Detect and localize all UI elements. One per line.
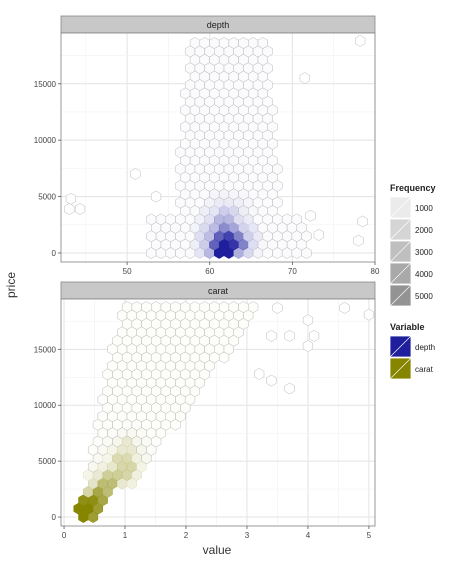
legend-swatch-diagonal	[389, 262, 412, 285]
x-tick-label: 1	[123, 531, 128, 540]
hex-cell-outlier	[74, 203, 86, 215]
y-tick-label: 15000	[34, 345, 57, 354]
hex-cell-outlier	[357, 215, 368, 228]
hex-cell-outlier	[302, 340, 314, 352]
legend-frequency-title: Frequency	[390, 183, 436, 193]
legend-frequency-label: 3000	[415, 248, 433, 257]
x-tick-label: 5	[367, 531, 372, 540]
legend-swatch-diagonal	[389, 335, 412, 358]
legend-swatch-diagonal	[389, 218, 412, 241]
legend-swatch-diagonal	[389, 196, 412, 219]
legend-frequency-keys: 1000 2000 3000 4000 5000	[389, 196, 433, 307]
hex-cell-outlier	[308, 330, 320, 342]
hex-cell-outlier	[339, 302, 350, 314]
legend-variable-label: depth	[415, 343, 435, 352]
x-axis-title: value	[203, 543, 232, 557]
legend-frequency-label: 1000	[415, 204, 433, 213]
panel-border	[60, 298, 376, 527]
hex-cell-outlier	[363, 308, 375, 321]
x-tick-label: 50	[123, 267, 132, 276]
legend-swatch-diagonal	[389, 284, 412, 307]
legend-swatch-diagonal	[389, 357, 412, 380]
legend-variable-title: Variable	[390, 322, 425, 332]
y-tick-label: 0	[52, 513, 57, 522]
x-tick-label: 4	[306, 531, 311, 540]
hex-cell-outlier	[353, 234, 364, 247]
y-tick-label: 5000	[38, 193, 56, 202]
legend-frequency-label: 2000	[415, 226, 433, 235]
y-tick-label: 10000	[34, 401, 57, 410]
y-tick-label: 0	[52, 249, 57, 258]
facet-strip-label: depth	[207, 20, 230, 30]
hex-cells	[73, 301, 375, 523]
hex-cells	[64, 35, 368, 259]
facet-strip-label: carat	[208, 286, 229, 296]
x-tick-label: 80	[371, 267, 380, 276]
y-tick-label: 10000	[34, 136, 57, 145]
hex-cell-outlier	[266, 330, 277, 342]
legend-swatch-diagonal	[389, 240, 412, 263]
panel-border	[60, 32, 376, 263]
x-tick-label: 3	[245, 531, 250, 540]
hex-cell-outlier	[284, 382, 295, 395]
hex-cell-outlier	[313, 229, 324, 241]
x-tick-label: 0	[62, 531, 67, 540]
hex-cell-outlier	[305, 209, 316, 222]
x-tick-label: 2	[184, 531, 189, 540]
hex-cell-outlier	[355, 35, 366, 47]
hex-cell	[248, 301, 259, 313]
facet-panel-depth: depth 0 5000 10000 15000 50 60 70 80	[34, 15, 380, 276]
hex-cell-outlier	[299, 72, 310, 84]
hex-cell-outlier	[266, 374, 277, 387]
x-tick-label: 60	[205, 267, 214, 276]
facet-panel-carat: carat 0 5000 10000 15000 0 1 2 3 4 5	[34, 281, 376, 540]
legend-variable-label: carat	[415, 365, 434, 374]
y-tick-label: 5000	[38, 457, 56, 466]
y-axis-title: price	[4, 272, 18, 298]
hex-cell-outlier	[130, 168, 141, 180]
hex-cell	[257, 37, 268, 49]
legend-frequency-label: 4000	[415, 270, 433, 279]
hex-cell-outlier	[150, 190, 162, 203]
legend-frequency-label: 5000	[415, 292, 433, 301]
legend-variable-keys: depth carat	[389, 335, 435, 380]
hex-cell-outlier	[254, 368, 265, 380]
hex-cell-outlier	[302, 314, 314, 327]
y-tick-label: 15000	[34, 80, 57, 89]
hex-cell-outlier	[65, 192, 77, 205]
hex-cell-outlier	[284, 330, 295, 342]
hex-cell-outlier	[64, 203, 75, 215]
hex-cell	[291, 213, 302, 226]
x-tick-label: 70	[288, 267, 297, 276]
hex-cell-outlier	[272, 302, 283, 314]
